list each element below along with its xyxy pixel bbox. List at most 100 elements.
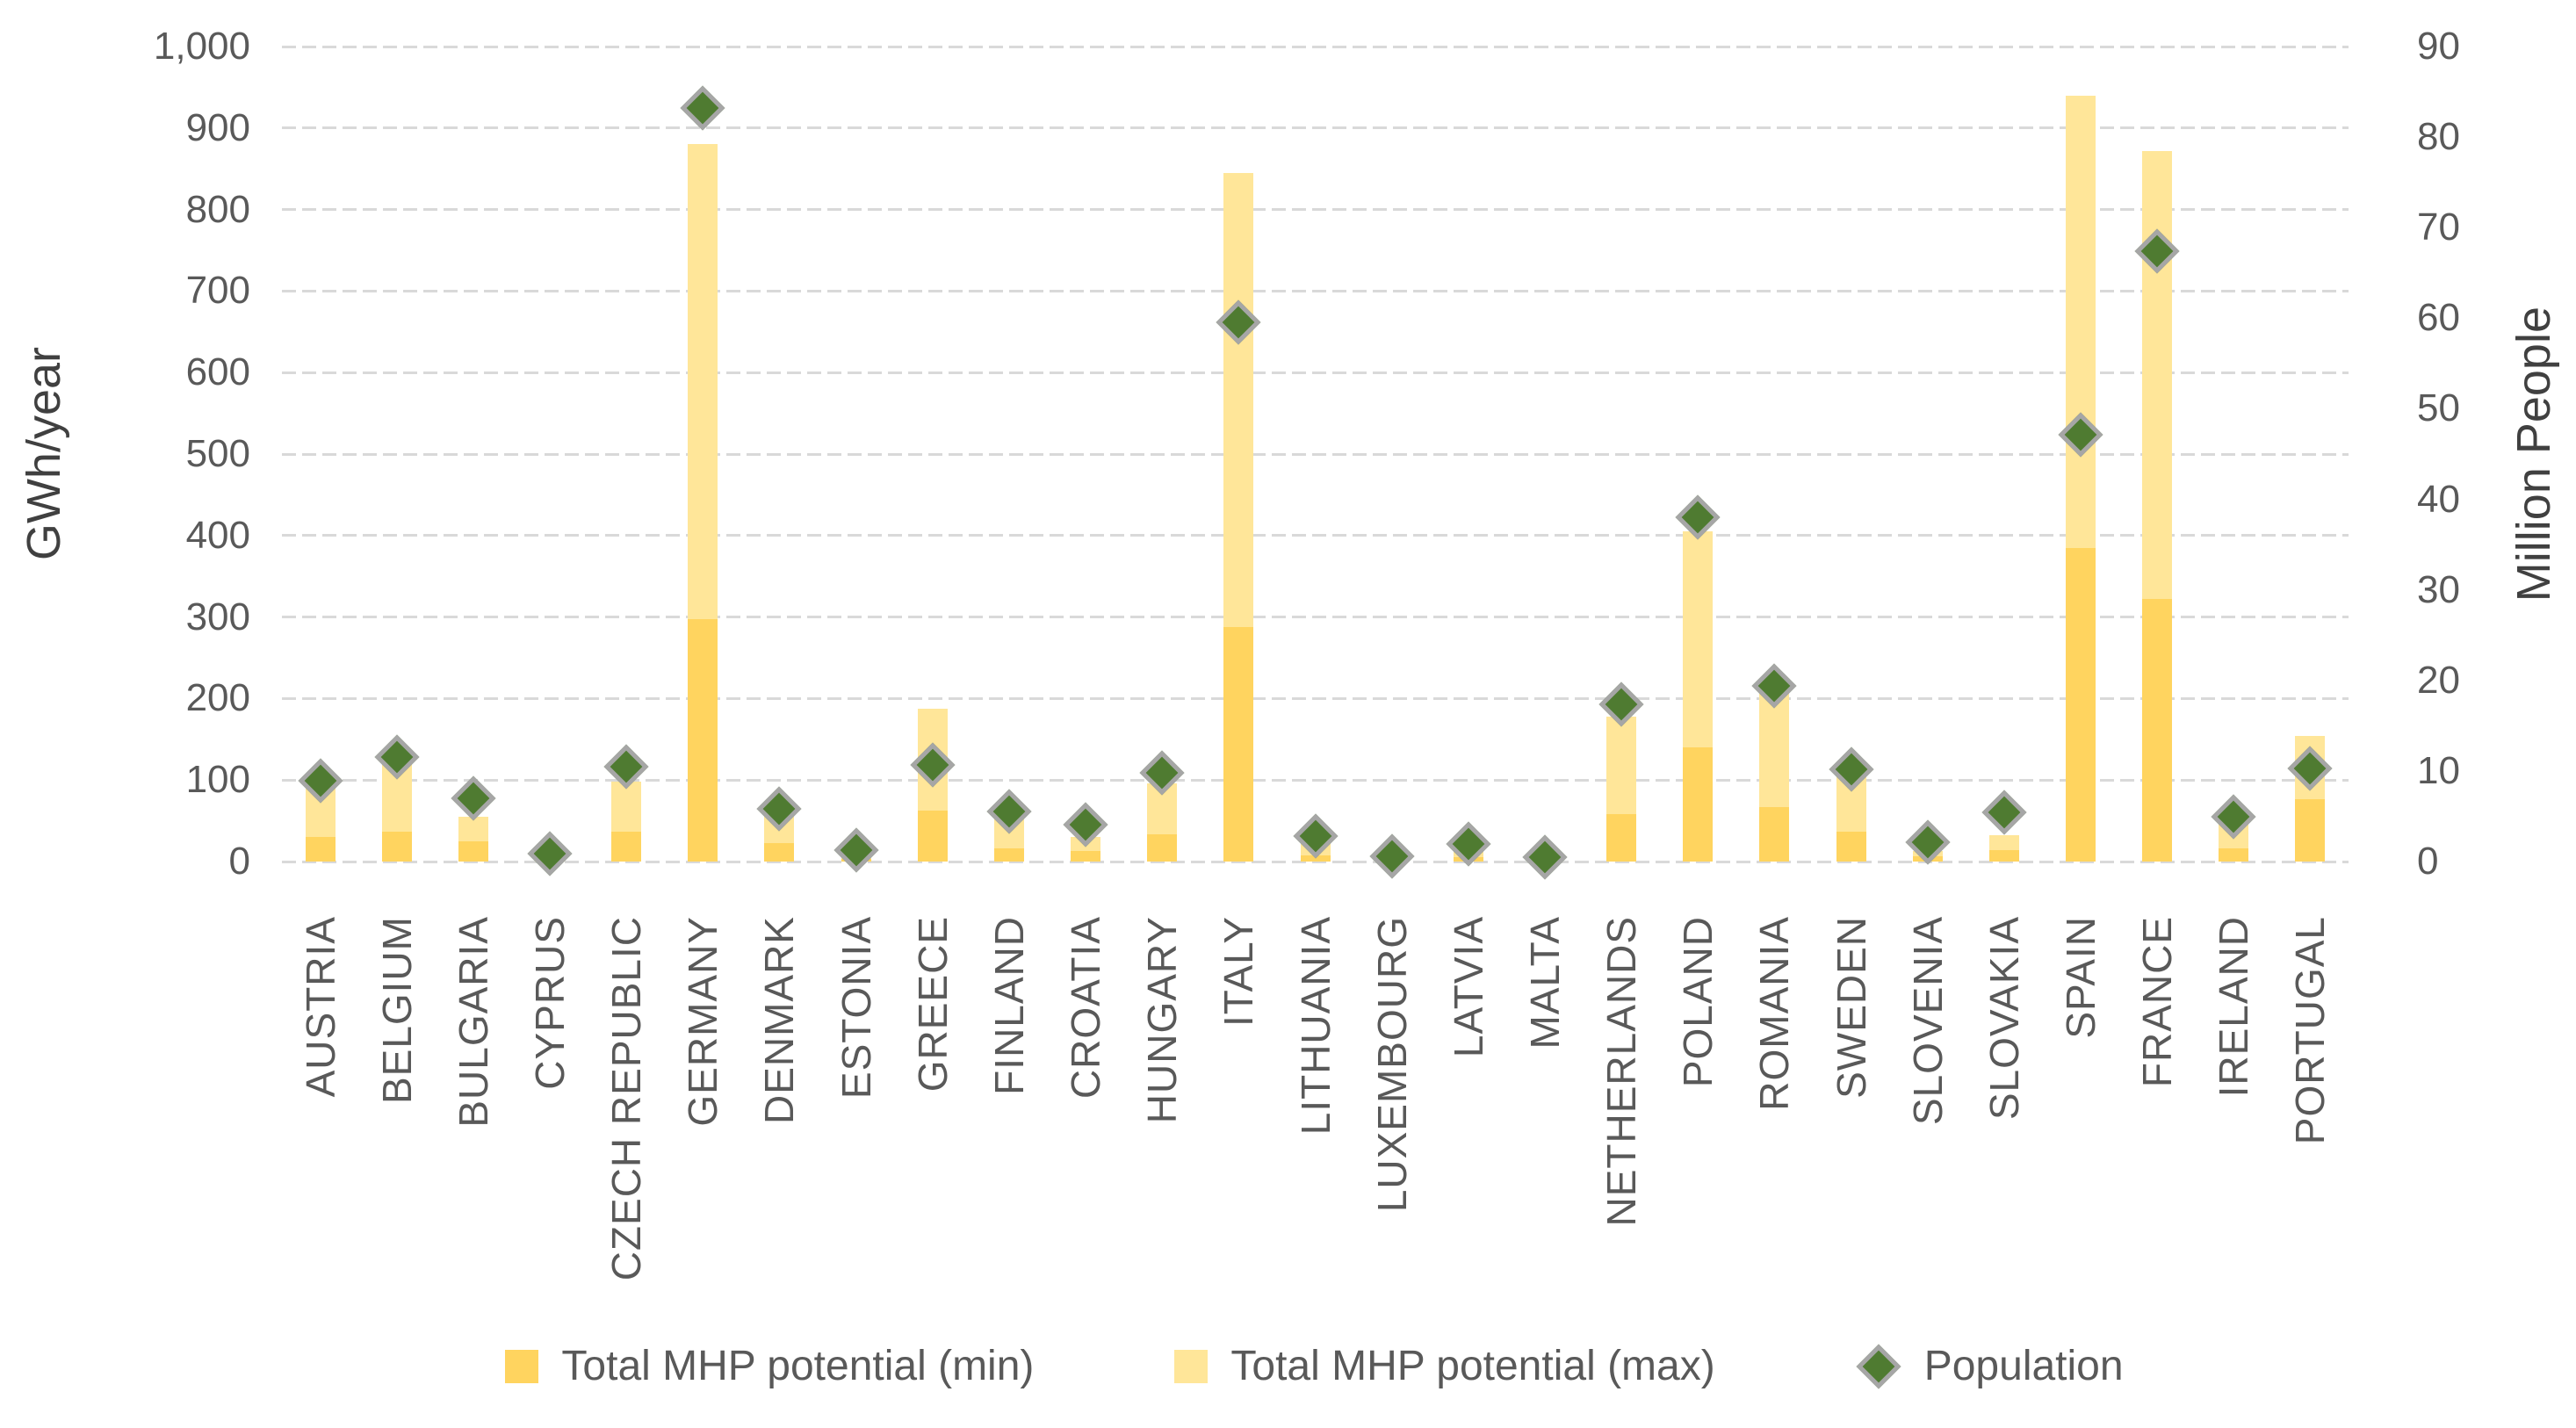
right-axis-tick: 0	[2417, 840, 2439, 883]
x-axis-label-hungary: HUNGARY	[1131, 916, 1193, 1329]
x-axis-label-text: POLAND	[1675, 916, 1721, 1088]
legend-swatch-max-icon	[1174, 1349, 1209, 1383]
x-axis-label-italy: ITALY	[1208, 916, 1269, 1329]
left-axis-tick: 500	[185, 432, 250, 475]
x-axis-label-text: AUSTRIA	[297, 916, 343, 1098]
bar-max-italy[interactable]	[1223, 172, 1254, 627]
x-axis-label-text: ITALY	[1216, 916, 1262, 1027]
x-axis-label-text: SLOVAKIA	[1981, 916, 2027, 1121]
x-axis-label-text: IRELAND	[2211, 916, 2257, 1098]
x-axis-label-text: HUNGARY	[1139, 916, 1186, 1124]
bar-min-greece[interactable]	[917, 810, 948, 862]
bar-min-portugal[interactable]	[2295, 799, 2326, 862]
x-axis-label-slovenia: SLOVENIA	[1897, 916, 1959, 1329]
bar-min-netherlands[interactable]	[1606, 814, 1637, 862]
bar-min-hungary[interactable]	[1147, 834, 1178, 862]
x-axis-label-text: SWEDEN	[1828, 916, 1874, 1099]
x-axis-label-cyprus: CYPRUS	[519, 916, 581, 1329]
x-axis-label-ireland: IRELAND	[2203, 916, 2264, 1329]
bar-min-bulgaria[interactable]	[458, 840, 488, 862]
x-axis-label-estonia: ESTONIA	[826, 916, 887, 1329]
bar-max-slovakia[interactable]	[1988, 835, 2019, 850]
left-axis-tick: 200	[185, 676, 250, 720]
gridline-900	[282, 126, 2349, 130]
x-axis-label-text: SLOVENIA	[1904, 916, 1951, 1126]
bar-max-czech-republic[interactable]	[611, 782, 642, 832]
right-axis-title-text: Million People	[2507, 306, 2560, 602]
x-axis-label-text: BULGARIA	[450, 916, 496, 1128]
x-axis-label-text: LATVIA	[1445, 916, 1491, 1058]
bar-min-austria[interactable]	[305, 837, 336, 862]
x-axis-label-text: CYPRUS	[527, 916, 574, 1090]
population-marker-malta[interactable]	[1522, 834, 1568, 880]
bar-min-poland[interactable]	[1683, 747, 1714, 862]
right-axis-tick: 40	[2417, 477, 2460, 521]
left-axis-title: GWh/year	[9, 147, 79, 761]
right-axis-tick: 50	[2417, 386, 2460, 430]
x-axis-label-text: ROMANIA	[1751, 916, 1798, 1111]
bar-min-belgium[interactable]	[381, 831, 412, 862]
right-axis-tick: 90	[2417, 25, 2460, 68]
x-axis-label-germany: GERMANY	[672, 916, 733, 1329]
bar-min-sweden[interactable]	[1836, 831, 1866, 862]
legend-label-max: Total MHP potential (max)	[1230, 1343, 1715, 1389]
bar-min-italy[interactable]	[1223, 626, 1254, 862]
gridline-400	[282, 534, 2349, 537]
x-axis-label-text: MALTA	[1521, 916, 1568, 1049]
left-axis-tick: 400	[185, 513, 250, 557]
legend-item-max[interactable]: Total MHP potential (max)	[1174, 1342, 1715, 1390]
left-axis-tick: 800	[185, 187, 250, 231]
population-marker-estonia[interactable]	[833, 827, 879, 873]
gridline-0	[282, 860, 2349, 863]
legend-diamond-icon	[1856, 1344, 1901, 1388]
bar-min-ireland[interactable]	[2219, 848, 2249, 862]
right-axis-title: Million People	[2499, 147, 2569, 761]
x-axis-label-malta: MALTA	[1514, 916, 1576, 1329]
population-marker-luxembourg[interactable]	[1369, 833, 1415, 879]
legend-item-min[interactable]: Total MHP potential (min)	[505, 1342, 1034, 1390]
bar-min-denmark[interactable]	[764, 842, 795, 862]
gridline-500	[282, 452, 2349, 456]
right-axis-tick: 30	[2417, 567, 2460, 611]
bar-max-france[interactable]	[2142, 150, 2173, 600]
x-axis-label-denmark: DENMARK	[748, 916, 810, 1329]
x-axis-label-czech-republic: CZECH REPUBLIC	[595, 916, 657, 1329]
x-axis-label-greece: GREECE	[902, 916, 963, 1329]
bar-max-germany[interactable]	[688, 144, 718, 620]
right-axis-tick: 10	[2417, 748, 2460, 792]
gridline-100	[282, 778, 2349, 782]
x-axis-label-portugal: PORTUGAL	[2279, 916, 2341, 1329]
bar-min-france[interactable]	[2142, 599, 2173, 862]
x-axis-label-spain: SPAIN	[2050, 916, 2111, 1329]
bar-max-spain[interactable]	[2065, 95, 2096, 548]
bar-min-czech-republic[interactable]	[611, 831, 642, 862]
population-marker-cyprus[interactable]	[527, 831, 573, 876]
population-marker-slovakia[interactable]	[1981, 790, 2027, 835]
bar-min-spain[interactable]	[2065, 547, 2096, 862]
bar-max-poland[interactable]	[1683, 531, 1714, 748]
legend-item-population[interactable]: Population	[1856, 1342, 2124, 1390]
x-axis-label-finland: FINLAND	[978, 916, 1040, 1329]
x-axis-label-text: ESTONIA	[833, 916, 879, 1100]
bar-min-slovakia[interactable]	[1988, 850, 2019, 862]
bar-max-romania[interactable]	[1759, 690, 1790, 807]
x-axis-label-sweden: SWEDEN	[1821, 916, 1882, 1329]
population-marker-germany[interactable]	[680, 85, 725, 131]
bar-min-romania[interactable]	[1759, 806, 1790, 862]
left-axis-tick: 1,000	[153, 25, 250, 68]
x-axis-label-france: FRANCE	[2126, 916, 2188, 1329]
x-axis-label-text: SPAIN	[2057, 916, 2103, 1039]
x-axis-label-belgium: BELGIUM	[366, 916, 428, 1329]
x-axis-label-slovakia: SLOVAKIA	[1973, 916, 2035, 1329]
bar-min-finland[interactable]	[993, 848, 1024, 862]
left-axis-tick: 900	[185, 105, 250, 149]
x-axis-label-text: LUXEMBOURG	[1368, 916, 1415, 1213]
left-axis-tick: 600	[185, 350, 250, 394]
bar-max-bulgaria[interactable]	[458, 816, 488, 841]
population-marker-bulgaria[interactable]	[451, 775, 496, 821]
bar-min-germany[interactable]	[688, 619, 718, 862]
bar-min-croatia[interactable]	[1071, 850, 1101, 862]
left-axis-tick: 700	[185, 269, 250, 313]
legend-label-population: Population	[1923, 1343, 2124, 1389]
bar-max-netherlands[interactable]	[1606, 716, 1637, 815]
